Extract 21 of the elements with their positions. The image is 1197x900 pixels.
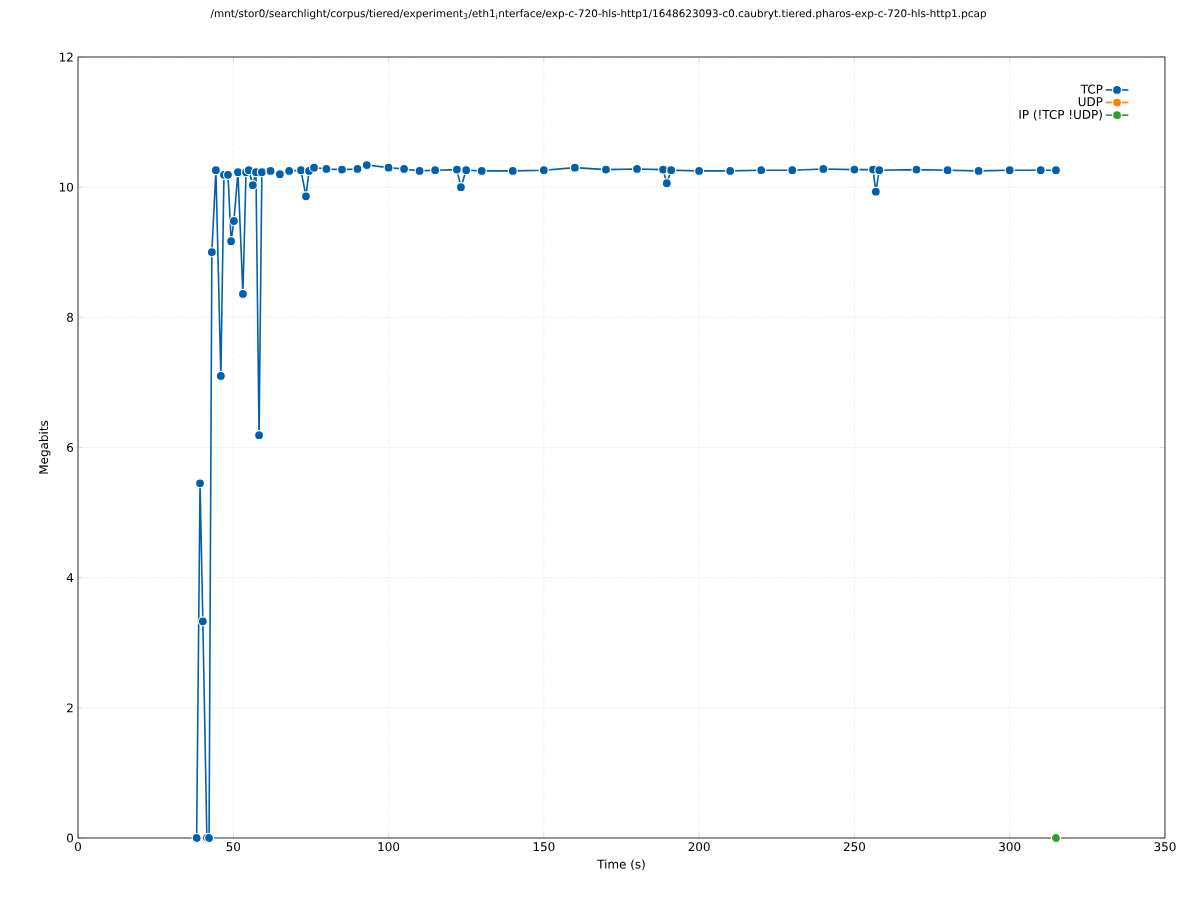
x-tick-label: 350 <box>1154 842 1176 852</box>
y-tick-label: 10 <box>59 182 74 192</box>
x-tick-label: 250 <box>843 842 866 852</box>
x-tick-label: 200 <box>688 842 710 852</box>
y-axis-title: Megabits <box>38 420 51 474</box>
chart-title: /mnt/stor0/searchlight/corpus/tiered/experiment$_{3}$/eth1$_{i}$nterface/exp-c-720-hls-http1/1648623093-c0.caubryt.tiered.pharos-exp-c-720-hls-http1.pcap <box>210 9 986 20</box>
legend-label: UDP <box>1078 97 1103 107</box>
y-tick-label: 6 <box>67 442 74 453</box>
x-tick-label: 300 <box>999 842 1021 852</box>
legend-label: TCP <box>1080 84 1103 94</box>
y-tick-label: 2 <box>67 703 73 713</box>
y-tick-label: 12 <box>59 52 73 62</box>
x-tick-label: 150 <box>533 842 555 852</box>
y-tick-label: 4 <box>66 573 74 583</box>
y-tick-label: 0 <box>66 833 74 843</box>
y-tick-label: 8 <box>67 312 73 322</box>
x-tick-label: 100 <box>378 842 400 852</box>
x-axis-title: Time (s) <box>597 859 645 871</box>
x-tick-label: 50 <box>226 842 241 852</box>
legend-label: IP (!TCP !UDP) <box>1019 109 1102 121</box>
x-tick-label: 0 <box>74 842 82 852</box>
